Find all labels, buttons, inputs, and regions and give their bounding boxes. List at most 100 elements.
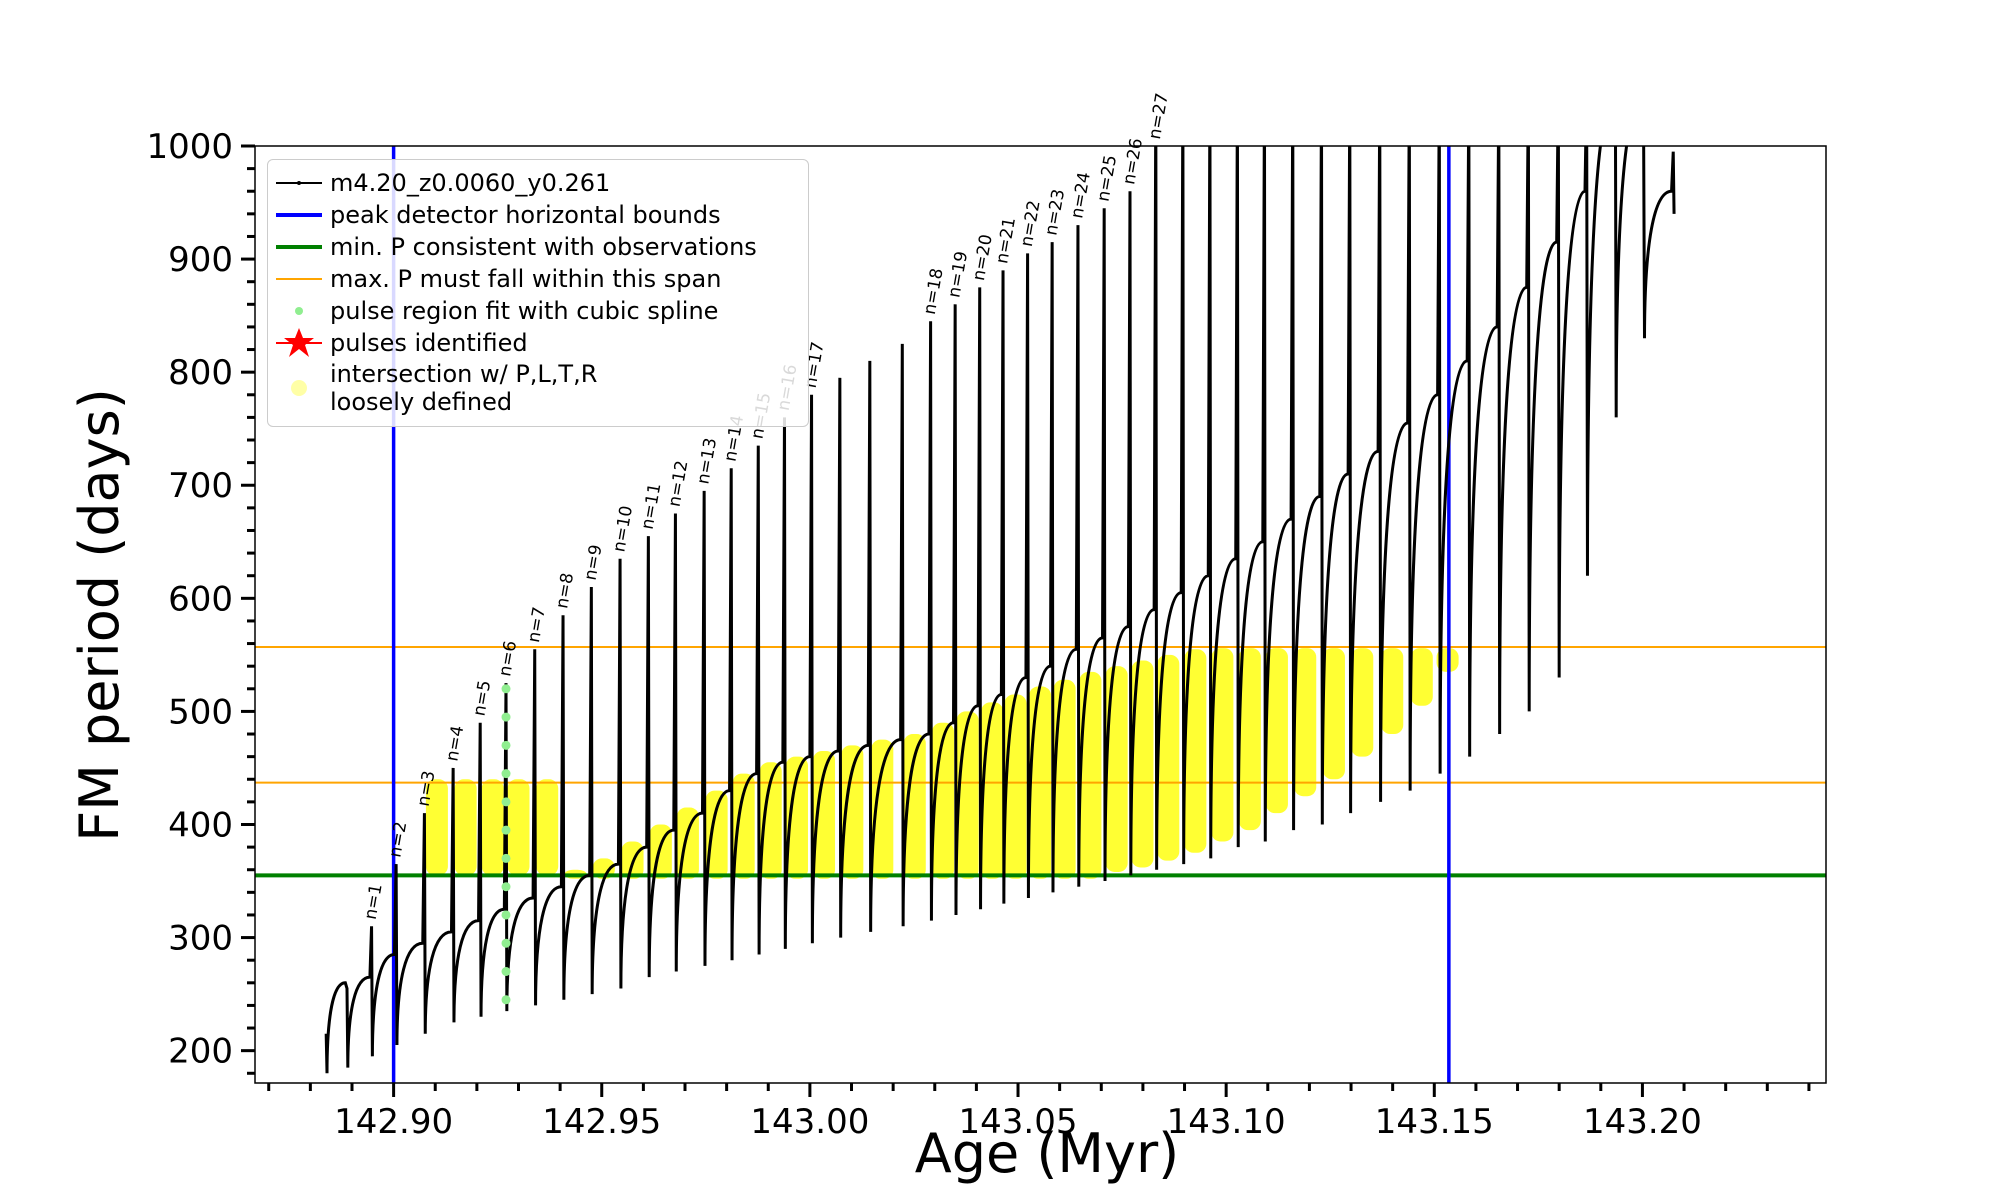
intersection-band [1351, 648, 1374, 757]
legend-entry: min. P consistent with observations [268, 232, 808, 262]
legend-glyph [295, 307, 303, 315]
pulse-label: n=10 [609, 504, 637, 553]
x-tick-label: 143.20 [1583, 1102, 1702, 1142]
legend-marker [291, 380, 307, 396]
pulse-label: n=2 [385, 820, 411, 859]
intersection-band [1157, 654, 1180, 861]
intersection-band [425, 779, 448, 876]
spline-point [501, 853, 511, 863]
spline-point [501, 712, 511, 722]
legend-marker [276, 245, 322, 249]
legend-label: min. P consistent with observations [330, 233, 757, 261]
pulse-label: n=26 [1119, 137, 1147, 186]
legend-label: pulse region fit with cubic spline [330, 297, 719, 325]
y-tick-label: 500 [168, 692, 233, 732]
y-tick-label: 300 [168, 919, 233, 959]
legend-entry: pulses identified [268, 328, 808, 358]
pulse-label: n=12 [665, 459, 693, 508]
y-tick-label: 900 [168, 240, 233, 280]
y-tick-label: 1000 [146, 127, 233, 167]
x-tick-label: 143.05 [959, 1102, 1078, 1142]
legend-marker [276, 328, 322, 357]
intersection-band [1131, 660, 1154, 868]
spline-point [501, 797, 511, 807]
intersection-band [1079, 671, 1102, 879]
pulse-label: n=18 [920, 267, 948, 316]
intersection-band [1265, 648, 1288, 814]
spline-point [501, 882, 511, 892]
pulse-label: n=24 [1067, 171, 1095, 220]
legend-glyph [291, 380, 307, 396]
intersection-band [705, 790, 728, 879]
legend-label: m4.20_z0.0060_y0.261 [330, 169, 611, 197]
intersection-band [1294, 648, 1317, 797]
x-tick-label: 143.15 [1375, 1102, 1494, 1142]
axes-frame [254, 145, 1827, 1084]
spline-point [501, 825, 511, 835]
intersection-band [481, 779, 504, 876]
intersection-band [1238, 648, 1261, 831]
legend-label: peak detector horizontal bounds [330, 201, 721, 229]
intersection-band [981, 702, 1004, 879]
pulse-label: n=4 [442, 724, 468, 763]
plot-area [255, 146, 1826, 1083]
spline-point [501, 684, 511, 694]
y-tick-label: 700 [168, 466, 233, 506]
legend-entry: m4.20_z0.0060_y0.261 [268, 168, 808, 198]
legend-entry: max. P must fall within this span [268, 264, 808, 294]
y-tick-label: 200 [168, 1032, 233, 1072]
intersection-band [1105, 666, 1128, 872]
spline-point [501, 910, 511, 920]
x-tick-label: 143.00 [750, 1102, 869, 1142]
pulse-label: n=21 [992, 216, 1020, 265]
pulse-label: n=22 [1017, 199, 1045, 248]
spline-point [501, 769, 511, 779]
legend-entry: intersection w/ P,L,T,R loosely defined [268, 360, 808, 416]
intersection-band [759, 762, 782, 879]
intersection-band [785, 756, 808, 879]
intersection-band [1322, 648, 1345, 780]
intersection-band [1211, 648, 1234, 842]
pulse-label: n=11 [638, 482, 666, 531]
model-line [324, 146, 1676, 1074]
x-axis-label: Age (Myr) [915, 1122, 1180, 1185]
x-tick-label: 142.95 [542, 1102, 661, 1142]
y-axis-label: FM period (days) [68, 388, 131, 842]
y-tick-label: 600 [168, 579, 233, 619]
pulse-label: n=25 [1093, 154, 1121, 203]
intersection-band [507, 779, 530, 876]
intersection-band [536, 779, 559, 876]
pulse-label: n=7 [524, 605, 550, 644]
legend-marker [276, 181, 322, 185]
spline-point [501, 995, 511, 1005]
x-tick-label: 143.10 [1167, 1102, 1286, 1142]
legend-label: intersection w/ P,L,T,R loosely defined [330, 360, 598, 416]
intersection-band [841, 745, 864, 879]
spline-point [501, 740, 511, 750]
legend-marker [295, 307, 303, 315]
legend-glyph [297, 181, 301, 185]
legend-marker [276, 278, 322, 280]
pulse-label: n=5 [469, 679, 495, 718]
intersection-band [732, 773, 755, 879]
x-tick-label: 142.90 [334, 1102, 453, 1142]
y-tick-label: 400 [168, 805, 233, 845]
pulse-label: n=23 [1041, 188, 1069, 237]
y-tick-label: 800 [168, 353, 233, 393]
spline-point [501, 938, 511, 948]
pulse-label: n=19 [944, 250, 972, 299]
intersection-band [1053, 679, 1076, 879]
intersection-band [1184, 649, 1207, 853]
legend-entry: peak detector horizontal bounds [268, 200, 808, 230]
legend-glyph [284, 328, 314, 357]
legend-entry: pulse region fit with cubic spline [268, 296, 808, 326]
pulse-label: n=9 [581, 543, 607, 582]
intersection-band [871, 739, 894, 879]
legend-label: max. P must fall within this span [330, 265, 722, 293]
intersection-band [1410, 648, 1433, 706]
intersection-band [454, 779, 477, 876]
pulse-label: n=1 [361, 882, 387, 921]
